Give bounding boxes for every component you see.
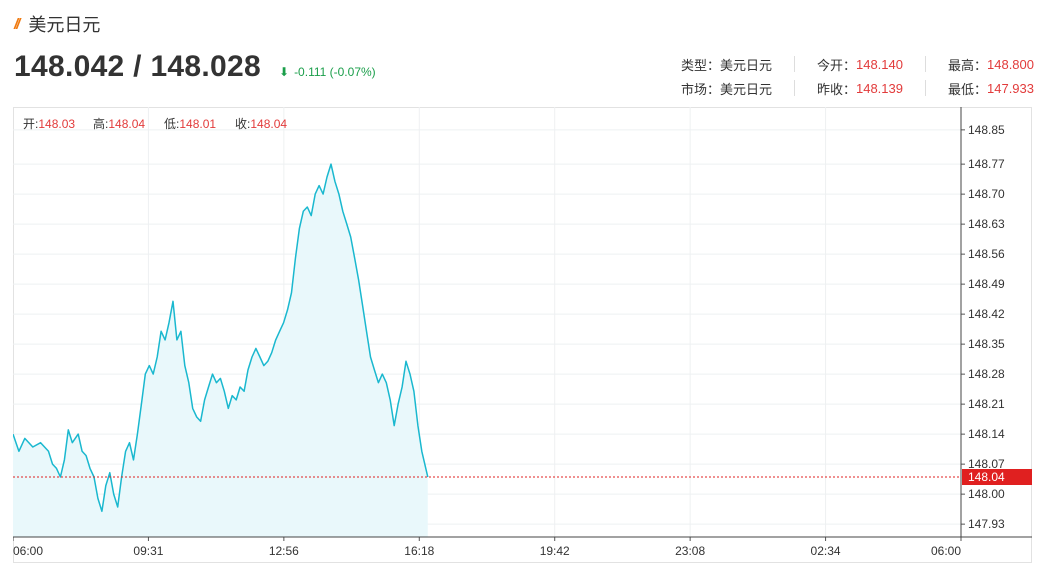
y-tick-label: 148.21 [968, 397, 1005, 411]
current-price-tag [962, 469, 1032, 485]
market-value: 美元日元 [719, 81, 772, 97]
ohlc-close: 收:148.04 [235, 117, 287, 131]
y-tick-label: 148.42 [968, 307, 1005, 321]
x-tick-label: 23:08 [675, 544, 705, 558]
price-area-fill [13, 164, 428, 537]
current-price-label: 148.04 [968, 470, 1005, 484]
y-tick-label: 147.93 [968, 517, 1005, 531]
chart-axes: 148.85 148.77 148.70 148.63 148.56 148.49 148.… [12, 107, 1032, 558]
prev-close-value: 148.139 [855, 80, 903, 96]
x-tick-label: 02:34 [811, 544, 841, 558]
ohlc-high: 高:148.04 [93, 116, 145, 131]
ohlc-readout: 开:148.03 高:148.04 低:148.01 收:148.04 [23, 116, 287, 131]
price-row: 148.042 / 148.028 ⬇ -0.111 (-0.07%) [14, 50, 376, 84]
high-value: 148.800 [987, 56, 1034, 72]
x-tick-label: 09:31 [133, 544, 163, 558]
double-slash-icon: // [14, 15, 21, 33]
bid-ask-price: 148.042 / 148.028 [14, 50, 261, 83]
instrument-title: 美元日元 [28, 15, 101, 35]
y-tick-label: 148.00 [968, 487, 1005, 501]
price-chart-svg[interactable]: 148.85 148.77 148.70 148.63 148.56 148.49 148.… [12, 107, 1032, 563]
ohlc-open: 开:148.03 [23, 117, 75, 131]
open-label: 今开： [816, 57, 856, 73]
price-change-value: -0.111 (-0.07%) [294, 65, 376, 79]
x-tick-label: 06:00 [931, 544, 961, 558]
ohlc-low: 低:148.01 [164, 117, 216, 131]
low-value: 147.933 [987, 80, 1034, 96]
x-tick-label: 12:56 [269, 544, 299, 558]
low-label: 最低： [947, 81, 987, 97]
y-tick-label: 148.35 [968, 337, 1005, 351]
y-tick-label: 148.14 [968, 427, 1005, 441]
y-tick-label: 148.77 [968, 157, 1005, 171]
quote-info-panel: 类型： 美元日元 今开： 148.140 最高： 148.800 市场： 美元日… [681, 52, 1034, 100]
x-tick-label: 19:42 [540, 544, 570, 558]
price-change: ⬇ -0.111 (-0.07%) [279, 65, 376, 79]
y-tick-label: 148.28 [968, 367, 1005, 381]
market-label: 市场： [680, 81, 720, 97]
y-tick-label: 148.49 [968, 277, 1005, 291]
arrow-down-icon: ⬇ [279, 65, 290, 79]
divider [772, 52, 817, 76]
y-tick-label: 148.85 [968, 123, 1005, 137]
x-tick-label: 16:18 [404, 544, 434, 558]
x-tick-label: 06:00 [13, 544, 43, 558]
high-label: 最高： [947, 57, 987, 73]
y-tick-label: 148.56 [968, 247, 1005, 261]
price-area [12, 163, 961, 537]
y-tick-label: 148.70 [968, 187, 1005, 201]
open-value: 148.140 [855, 56, 903, 72]
divider [903, 52, 948, 76]
y-tick-label: 148.63 [968, 217, 1005, 231]
prev-close-label: 昨收： [816, 81, 856, 97]
title-row: // 美元日元 [14, 12, 100, 36]
price-line [12, 163, 429, 513]
divider [903, 76, 948, 100]
type-value: 美元日元 [719, 57, 772, 73]
divider [772, 76, 817, 100]
y-tick-label: 148.07 [968, 457, 1005, 471]
price-chart[interactable]: 148.85 148.77 148.70 148.63 148.56 148.49 148.… [12, 107, 1032, 563]
type-label: 类型： [680, 57, 720, 73]
